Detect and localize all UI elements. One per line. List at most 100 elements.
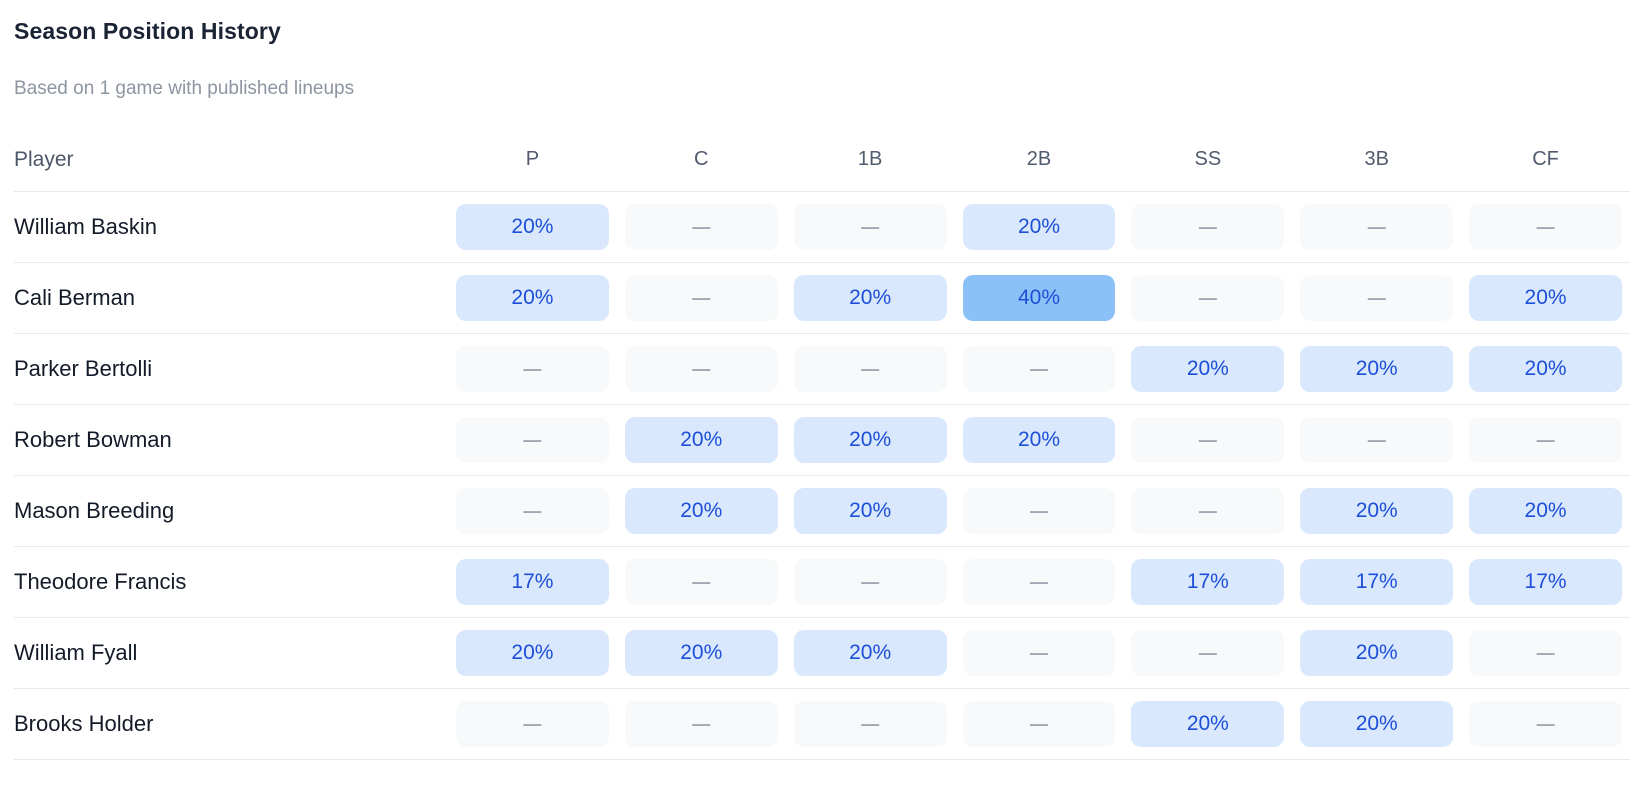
table-body: William Baskin 20% — — 20% — — — Cali Berman 2… (14, 192, 1630, 760)
position-cell: — (617, 275, 786, 321)
position-cell: — (955, 488, 1124, 534)
column-header-c: C (694, 148, 709, 170)
page-title: Season Position History (14, 18, 281, 44)
position-cell: — (1461, 630, 1630, 676)
page-subtitle: Based on 1 game with published lineups (14, 78, 355, 99)
empty-cell-dash: — (624, 559, 778, 605)
percentage-badge: 20% (456, 275, 609, 321)
table-header-row: Player P C 1B 2B SS 3B CF (14, 128, 1630, 192)
position-cell: 20% (955, 204, 1124, 250)
position-cell: — (448, 417, 617, 463)
position-cell: 17% (448, 559, 617, 605)
position-cell: 20% (617, 630, 786, 676)
position-cell: — (448, 346, 617, 392)
position-cell: — (1123, 417, 1292, 463)
position-cell: — (1461, 204, 1630, 250)
player-name: Robert Bowman (14, 427, 172, 452)
position-cell: 20% (786, 275, 955, 321)
position-history-table: Player P C 1B 2B SS 3B CF William Baskin 20% — —… (14, 128, 1630, 760)
empty-cell-dash: — (793, 204, 947, 250)
position-cell: — (1461, 701, 1630, 747)
position-cell: — (617, 559, 786, 605)
percentage-badge: 20% (793, 417, 947, 463)
position-cell: 20% (1292, 630, 1461, 676)
percentage-badge: 17% (1300, 559, 1454, 605)
column-header-cf: CF (1532, 148, 1559, 170)
empty-cell-dash: — (1469, 630, 1622, 676)
percentage-badge: 20% (456, 630, 609, 676)
empty-cell-dash: — (624, 701, 778, 747)
position-cell: 20% (1461, 488, 1630, 534)
empty-cell-dash: — (1131, 488, 1285, 534)
percentage-badge: 20% (624, 417, 778, 463)
empty-cell-dash: — (793, 346, 947, 392)
position-cell: — (1461, 417, 1630, 463)
empty-cell-dash: — (1469, 701, 1622, 747)
percentage-badge: 20% (624, 488, 778, 534)
position-cell: — (955, 701, 1124, 747)
column-header-p: P (525, 148, 540, 170)
percentage-badge: 17% (456, 559, 609, 605)
empty-cell-dash: — (456, 701, 609, 747)
percentage-badge: 17% (1131, 559, 1285, 605)
position-cell: — (617, 346, 786, 392)
player-name: Brooks Holder (14, 711, 154, 736)
empty-cell-dash: — (1469, 204, 1622, 250)
empty-cell-dash: — (962, 559, 1116, 605)
percentage-badge: 20% (1300, 701, 1454, 747)
position-cell: — (617, 204, 786, 250)
position-cell: 20% (1123, 701, 1292, 747)
table-row: Mason Breeding — 20% 20% — — 20% 20% (14, 476, 1630, 547)
empty-cell-dash: — (456, 346, 609, 392)
empty-cell-dash: — (962, 630, 1116, 676)
position-cell: 17% (1123, 559, 1292, 605)
position-cell: 20% (786, 488, 955, 534)
percentage-badge: 20% (456, 204, 609, 250)
position-cell: 20% (1123, 346, 1292, 392)
table-row: Cali Berman 20% — 20% 40% — — 20% (14, 263, 1630, 334)
position-cell: 20% (617, 488, 786, 534)
position-cell: — (1123, 275, 1292, 321)
position-cell: — (786, 346, 955, 392)
player-name: William Fyall (14, 640, 138, 665)
percentage-badge: 20% (1300, 630, 1454, 676)
position-cell: — (955, 559, 1124, 605)
empty-cell-dash: — (793, 559, 947, 605)
percentage-badge: 40% (962, 275, 1116, 321)
position-cell: — (1123, 488, 1292, 534)
column-header-1b: 1B (857, 148, 883, 170)
position-cell: 40% (955, 275, 1124, 321)
player-name: Parker Bertolli (14, 356, 153, 381)
empty-cell-dash: — (624, 275, 778, 321)
position-cell: 20% (1461, 346, 1630, 392)
table-row: Robert Bowman — 20% 20% 20% — — — (14, 405, 1630, 476)
player-name: William Baskin (14, 214, 158, 239)
position-cell: 20% (448, 630, 617, 676)
position-cell: 20% (1292, 346, 1461, 392)
percentage-badge: 17% (1469, 559, 1622, 605)
position-cell: — (1292, 204, 1461, 250)
table-row: William Fyall 20% 20% 20% — — 20% — (14, 618, 1630, 689)
empty-cell-dash: — (1300, 204, 1454, 250)
player-name: Cali Berman (14, 285, 136, 310)
position-cell: 20% (955, 417, 1124, 463)
position-cell: — (786, 559, 955, 605)
empty-cell-dash: — (1131, 417, 1285, 463)
empty-cell-dash: — (1131, 204, 1285, 250)
position-cell: — (955, 346, 1124, 392)
percentage-badge: 20% (1469, 488, 1622, 534)
column-header-2b: 2B (1026, 148, 1052, 170)
percentage-badge: 20% (1469, 346, 1622, 392)
position-cell: 20% (1461, 275, 1630, 321)
position-cell: 20% (786, 630, 955, 676)
position-cell: — (1292, 275, 1461, 321)
percentage-badge: 20% (1131, 346, 1285, 392)
empty-cell-dash: — (1131, 275, 1285, 321)
position-cell: — (617, 701, 786, 747)
position-cell: — (1292, 417, 1461, 463)
column-header-3b: 3B (1364, 148, 1389, 170)
player-name: Mason Breeding (14, 498, 175, 523)
empty-cell-dash: — (1131, 630, 1285, 676)
column-header-player: Player (14, 147, 74, 171)
percentage-badge: 20% (793, 488, 947, 534)
